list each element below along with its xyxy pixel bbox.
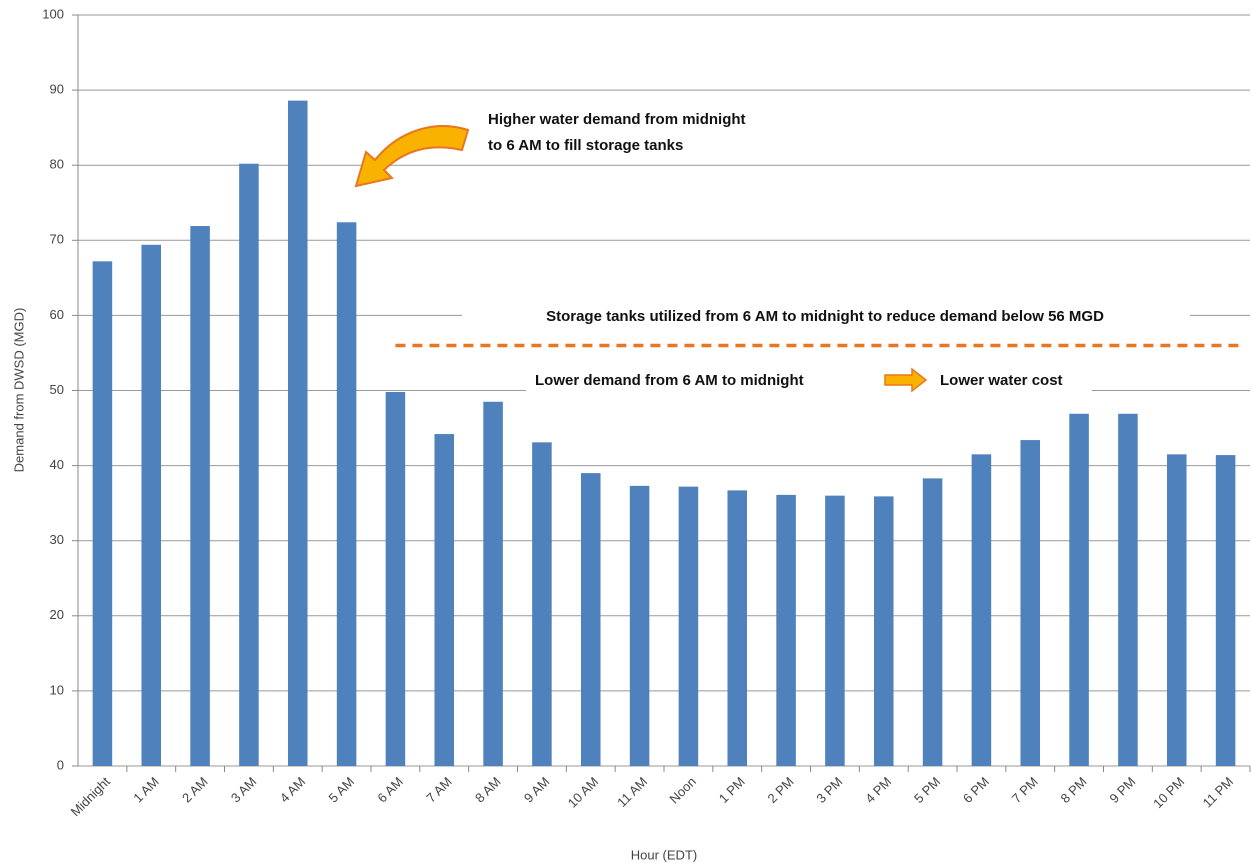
bar <box>678 486 699 766</box>
bar <box>1166 454 1187 766</box>
bar <box>287 100 308 766</box>
y-tick-label: 90 <box>50 82 64 97</box>
bar <box>385 392 406 766</box>
annotation: Higher water demand from midnight <box>488 111 746 128</box>
bar <box>629 485 650 766</box>
bar <box>1118 413 1138 766</box>
curved-arrow <box>354 125 470 188</box>
x-tick-label: 5 PM <box>911 774 943 806</box>
y-tick-label: 100 <box>42 6 64 21</box>
bar <box>1069 413 1089 766</box>
y-axis-label: Demand from DWSD (MGD) <box>11 308 26 473</box>
x-tick-label: 5 AM <box>326 774 358 806</box>
label-background <box>526 368 1092 393</box>
bar <box>1215 455 1236 766</box>
bar <box>825 495 845 766</box>
y-tick-label: 10 <box>50 682 64 697</box>
x-tick-label: Midnight <box>68 774 114 820</box>
bar <box>1020 440 1041 766</box>
bar <box>483 401 503 766</box>
bar <box>239 163 259 766</box>
x-tick-label: 3 AM <box>228 774 260 806</box>
x-tick-label: 6 AM <box>374 774 406 806</box>
y-tick-label: 80 <box>50 157 64 172</box>
x-tick-label: 3 PM <box>813 774 845 806</box>
label-background <box>462 304 1190 328</box>
bar <box>532 442 552 766</box>
bar <box>336 222 357 766</box>
bars <box>92 100 1236 766</box>
x-tick-label: Noon <box>666 774 699 807</box>
x-tick-label: 4 PM <box>862 774 894 806</box>
x-axis-label: Hour (EDT) <box>631 847 697 862</box>
annotation: Lower demand from 6 AM to midnight <box>535 372 804 389</box>
bar <box>92 261 113 766</box>
annotation: to 6 AM to fill storage tanks <box>488 137 683 154</box>
y-tick-label: 40 <box>50 457 64 472</box>
x-tick-label: 4 AM <box>277 774 309 806</box>
x-tick-label: 8 PM <box>1058 774 1090 806</box>
annotation: Lower water cost <box>940 372 1063 389</box>
x-tick-label: 9 AM <box>521 774 553 806</box>
x-tick-label: 2 AM <box>179 774 211 806</box>
y-tick-label: 0 <box>57 757 64 772</box>
y-tick-label: 20 <box>50 607 64 622</box>
y-tick-label: 70 <box>50 232 64 247</box>
bar <box>727 490 748 766</box>
bar <box>434 434 455 766</box>
x-tick-label: 11 PM <box>1200 774 1236 810</box>
annotation: Storage tanks utilized from 6 AM to midn… <box>546 308 1104 325</box>
x-tick-label: 1 PM <box>716 774 748 806</box>
bar <box>971 454 992 766</box>
bar <box>190 226 210 766</box>
x-tick-label: 7 AM <box>423 774 455 806</box>
bar <box>873 496 894 766</box>
x-tick-label: 6 PM <box>960 774 992 806</box>
x-tick-label: 1 AM <box>130 774 162 806</box>
x-tick-label: 8 AM <box>472 774 504 806</box>
x-tick-label: 11 AM <box>614 774 650 810</box>
x-tick-label: 7 PM <box>1009 774 1041 806</box>
bar <box>776 494 796 766</box>
bar <box>141 244 162 766</box>
bar <box>922 478 943 766</box>
x-tick-label: 10 AM <box>565 774 602 811</box>
x-tick-label: 9 PM <box>1106 774 1138 806</box>
y-tick-label: 50 <box>50 382 64 397</box>
y-tick-label: 60 <box>50 307 64 322</box>
y-tick-label: 30 <box>50 532 64 547</box>
arrow <box>884 367 928 393</box>
x-tick-label: 10 PM <box>1150 774 1187 811</box>
x-tick-label: 2 PM <box>765 774 797 806</box>
bar <box>580 473 601 766</box>
